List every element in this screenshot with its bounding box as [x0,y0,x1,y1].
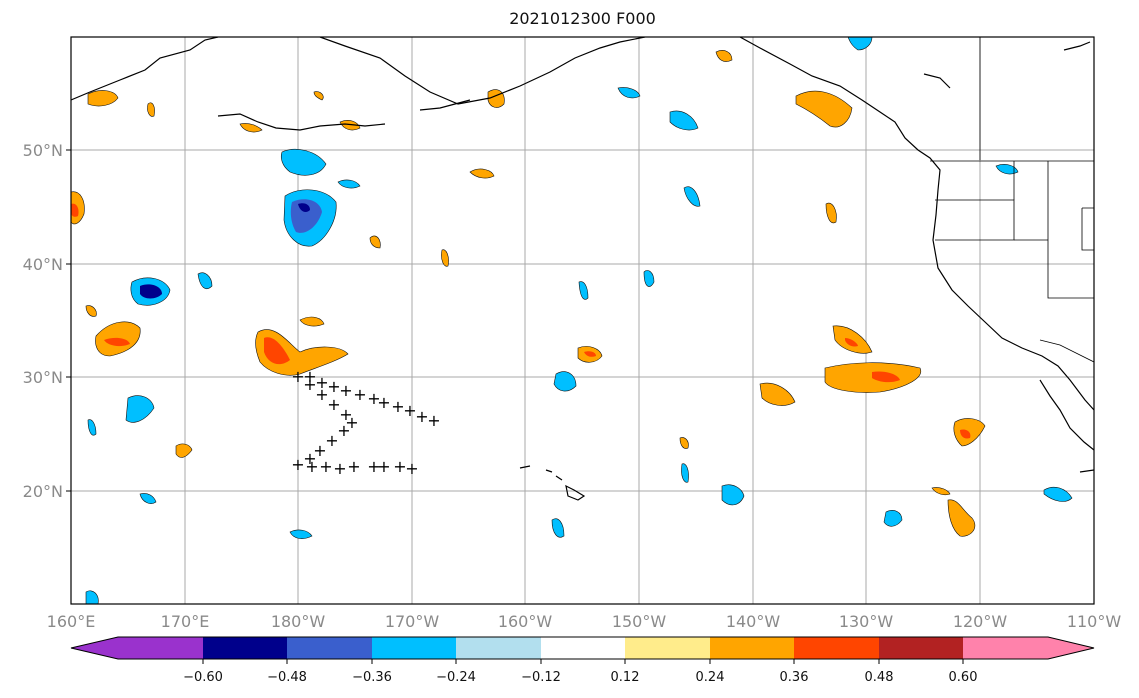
colorbar-extend-high [1048,637,1094,659]
colorbar-label: −0.48 [267,670,307,685]
lat-label-20: 20°N [23,482,63,501]
svg-text:+: + [353,385,366,404]
svg-text:+: + [313,441,326,460]
svg-text:+: + [303,375,316,394]
svg-text:+: + [315,373,328,392]
lon-label-140w: 140°W [726,612,781,631]
svg-text:+: + [333,459,346,478]
svg-text:+: + [377,393,390,412]
lon-label-160e: 160°E [47,612,96,631]
colorbar-label: 0.24 [696,670,725,685]
colorbar-segment [794,637,879,659]
svg-text:+: + [345,413,358,432]
svg-text:+: + [303,367,316,386]
svg-text:+: + [339,381,352,400]
lon-label-170e: 170°E [161,612,210,631]
svg-text:+: + [377,457,390,476]
map-title: 2021012300 F000 [509,9,656,28]
svg-text:+: + [291,367,304,386]
lon-label-170w: 170°W [385,612,440,631]
political-boundaries [930,37,1094,363]
colorbar-segment [879,637,963,659]
gridlines [71,37,1094,604]
svg-text:+: + [403,401,416,420]
colorbar-segment [963,637,1048,659]
colorbar-segment [203,637,287,659]
colorbar-segment [118,637,203,659]
colorbar-extend-low [71,637,118,659]
colorbar [70,636,1095,664]
track-markers: +++++ + ++ ++ ++ +++++ ++++ + + + + + ++ ++ [291,367,440,478]
colorbar-segment [287,637,372,659]
lon-label-160w: 160°W [498,612,553,631]
svg-text:+: + [327,377,340,396]
svg-text:+: + [327,395,340,414]
svg-text:+: + [393,457,406,476]
colorbar-segment [710,637,794,659]
svg-text:+: + [319,457,332,476]
svg-text:+: + [337,421,350,440]
colorbar-label: −0.60 [183,670,223,685]
svg-text:+: + [315,385,328,404]
svg-text:+: + [405,459,418,478]
positive-anomaly-contours [71,50,986,537]
colorbar-segment [541,637,625,659]
colorbar-label: −0.24 [436,670,476,685]
negative-anomaly-contours [85,37,1073,604]
lat-label-30: 30°N [23,368,63,387]
svg-text:+: + [367,457,380,476]
svg-text:+: + [303,449,316,468]
lon-label-110w: 110°W [1067,612,1122,631]
colorbar-segment [372,637,456,659]
colorbar-label: 0.36 [780,670,809,685]
axis-ticks [66,149,71,492]
colorbar-outline [70,636,1095,660]
map-frame [70,36,1095,605]
colorbar-segment [625,637,710,659]
lat-label-50: 50°N [23,141,63,160]
coastlines [71,37,1094,501]
svg-text:+: + [347,457,360,476]
lon-label-130w: 130°W [839,612,894,631]
svg-text:+: + [415,407,428,426]
colorbar-label: 0.12 [611,670,640,685]
colorbar-segment [456,637,541,659]
svg-text:+: + [391,397,404,416]
colorbar-label: −0.12 [521,670,561,685]
svg-text:+: + [291,455,304,474]
lon-label-120w: 120°W [953,612,1008,631]
lon-label-180w: 180°W [271,612,326,631]
map-panel [71,37,1094,604]
svg-text:+: + [325,431,338,450]
svg-text:+: + [427,411,440,430]
svg-text:+: + [305,457,318,476]
lat-label-40: 40°N [23,255,63,274]
lon-label-150w: 150°W [612,612,667,631]
colorbar-label: 0.60 [949,670,978,685]
colorbar-label: 0.48 [865,670,894,685]
colorbar-label: −0.36 [352,670,392,685]
svg-text:+: + [339,405,352,424]
svg-text:+: + [367,389,380,408]
